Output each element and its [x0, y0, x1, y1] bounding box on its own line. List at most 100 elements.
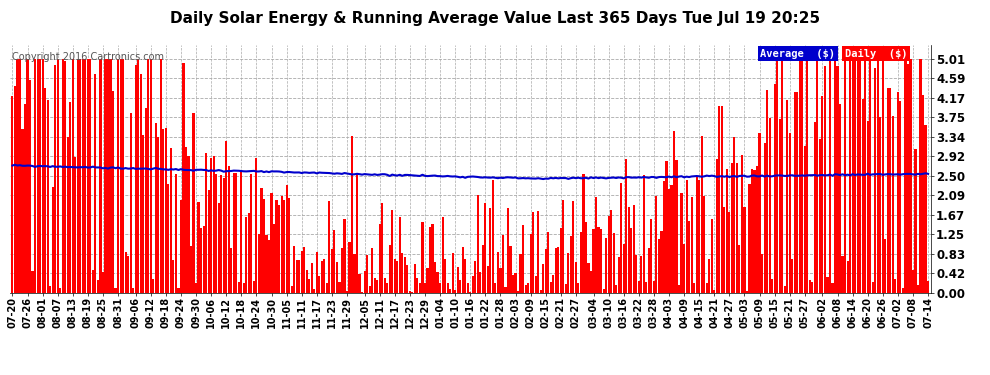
Bar — [170, 148, 172, 292]
Bar — [135, 65, 137, 292]
Bar — [701, 136, 703, 292]
Bar — [182, 63, 184, 292]
Bar — [303, 248, 305, 292]
Bar — [366, 255, 368, 292]
Bar — [195, 283, 197, 292]
Bar — [172, 260, 174, 292]
Bar — [673, 131, 675, 292]
Bar — [920, 58, 922, 292]
Bar — [608, 216, 610, 292]
Bar — [318, 276, 321, 292]
Bar — [585, 222, 587, 292]
Bar — [381, 202, 383, 292]
Bar — [510, 246, 512, 292]
Bar — [587, 263, 590, 292]
Bar — [829, 58, 831, 292]
Bar — [241, 171, 243, 292]
Bar — [399, 217, 401, 292]
Bar — [339, 282, 341, 292]
Bar — [884, 239, 886, 292]
Bar — [538, 211, 540, 292]
Bar — [56, 58, 58, 292]
Bar — [753, 170, 755, 292]
Bar — [228, 166, 230, 292]
Bar — [11, 96, 14, 292]
Bar — [502, 235, 504, 292]
Bar — [422, 222, 424, 292]
Bar — [456, 267, 458, 292]
Bar — [557, 247, 559, 292]
Bar — [685, 180, 688, 292]
Bar — [655, 196, 657, 292]
Bar — [786, 100, 788, 292]
Bar — [107, 58, 109, 292]
Bar — [61, 58, 63, 292]
Bar — [713, 290, 716, 292]
Bar — [691, 197, 693, 292]
Bar — [549, 282, 551, 292]
Bar — [394, 259, 396, 292]
Bar — [628, 207, 630, 292]
Bar — [329, 201, 331, 292]
Bar — [789, 132, 791, 292]
Bar — [894, 279, 897, 292]
Bar — [814, 123, 816, 292]
Bar — [912, 270, 914, 292]
Bar — [706, 283, 708, 292]
Bar — [678, 285, 680, 292]
Bar — [164, 128, 167, 292]
Bar — [185, 147, 187, 292]
Bar — [532, 211, 535, 292]
Bar — [14, 86, 16, 292]
Bar — [275, 200, 277, 292]
Bar — [660, 231, 662, 292]
Bar — [348, 242, 350, 292]
Bar — [138, 58, 140, 292]
Text: Average  ($): Average ($) — [760, 49, 836, 59]
Bar — [482, 244, 484, 292]
Bar — [811, 282, 814, 292]
Bar — [260, 188, 262, 292]
Bar — [776, 58, 778, 292]
Bar — [32, 271, 34, 292]
Bar — [117, 58, 119, 292]
Bar — [190, 246, 192, 292]
Bar — [650, 219, 652, 292]
Bar — [401, 253, 403, 292]
Bar — [801, 58, 803, 292]
Bar — [819, 140, 821, 292]
Bar — [205, 153, 207, 292]
Bar — [334, 230, 336, 292]
Bar — [162, 129, 164, 292]
Bar — [618, 256, 620, 292]
Bar — [24, 104, 26, 292]
Bar — [130, 113, 132, 292]
Bar — [535, 276, 537, 292]
Bar — [633, 205, 635, 292]
Bar — [154, 123, 156, 292]
Bar — [167, 184, 169, 292]
Bar — [344, 219, 346, 292]
Bar — [716, 159, 718, 292]
Bar — [605, 238, 607, 292]
Bar — [806, 58, 809, 292]
Bar — [308, 279, 310, 292]
Bar — [623, 244, 625, 292]
Bar — [79, 58, 81, 292]
Bar — [27, 58, 29, 292]
Bar — [577, 283, 579, 292]
Bar — [729, 211, 731, 292]
Bar — [149, 58, 151, 292]
Bar — [638, 281, 640, 292]
Bar — [663, 182, 665, 292]
Bar — [69, 102, 71, 292]
Bar — [231, 248, 233, 292]
Bar — [839, 104, 842, 292]
Bar — [910, 58, 912, 292]
Bar — [44, 88, 47, 292]
Bar — [641, 256, 643, 292]
Bar — [494, 283, 496, 292]
Bar — [429, 226, 431, 292]
Bar — [603, 288, 605, 292]
Bar — [152, 279, 154, 292]
